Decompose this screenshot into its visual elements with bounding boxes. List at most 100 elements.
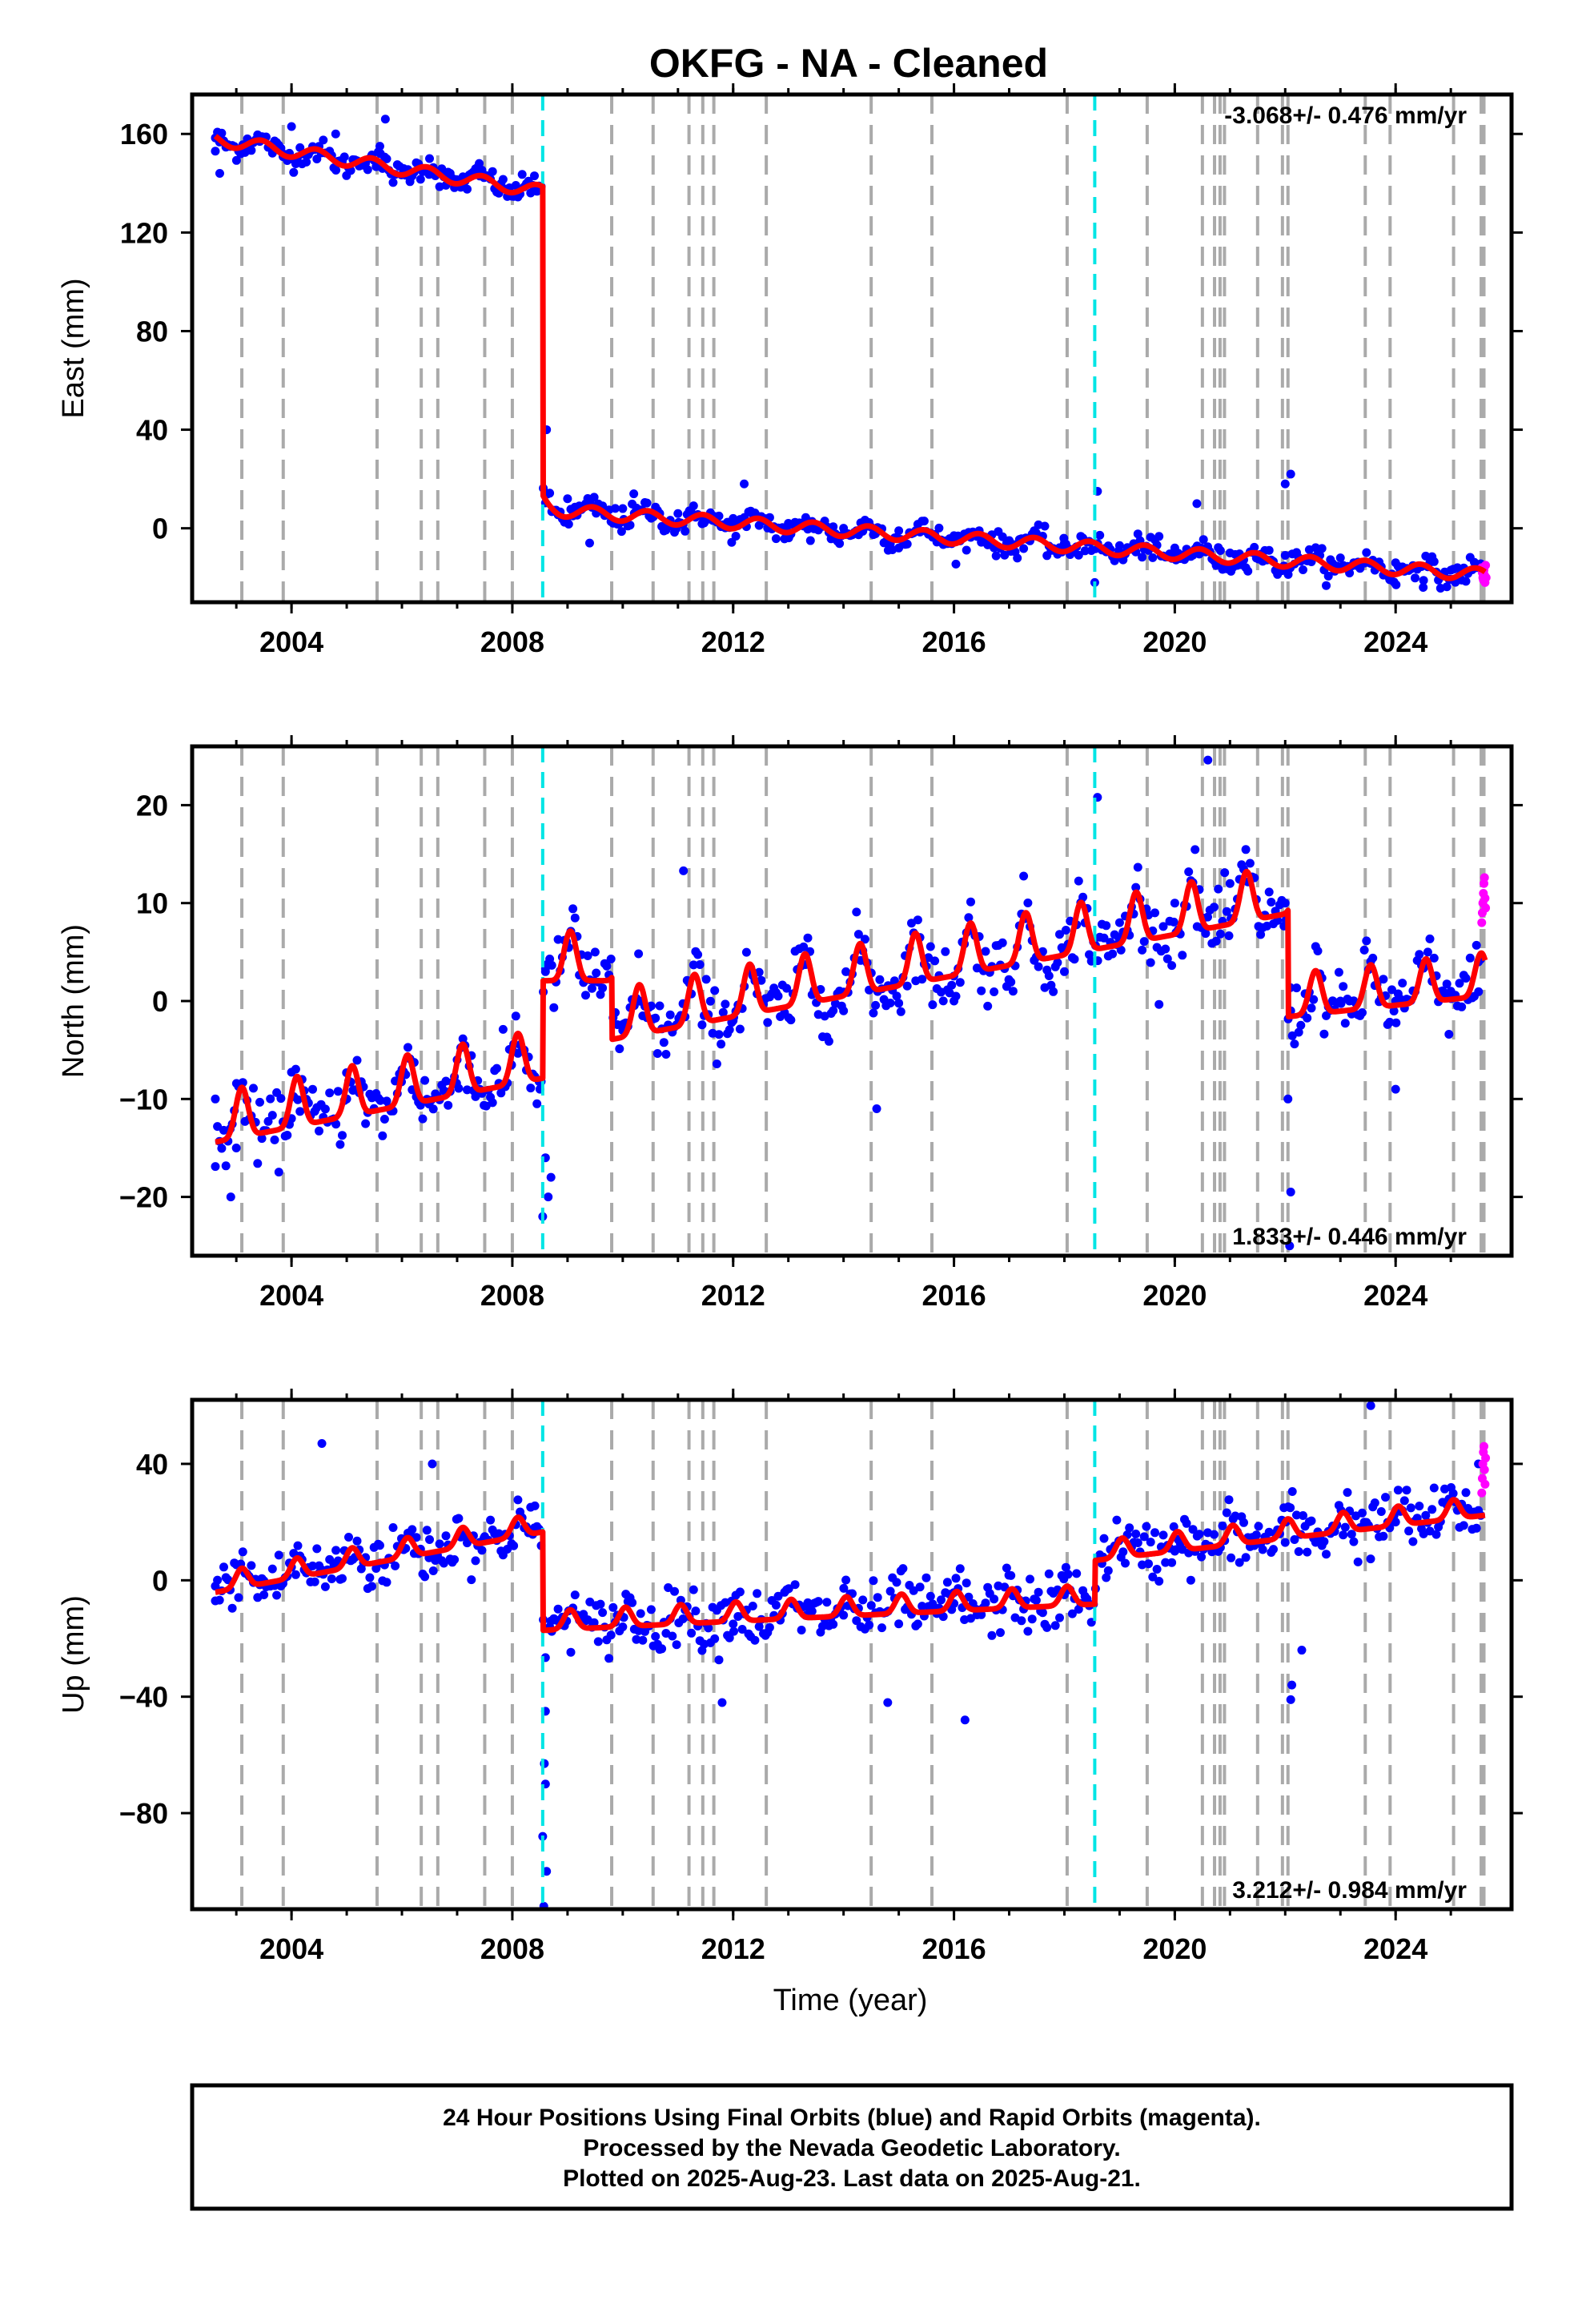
north-data-point (598, 983, 608, 993)
up-data-point (315, 1561, 324, 1570)
north-data-point (1203, 912, 1212, 922)
up-data-point (1148, 1572, 1158, 1582)
north-data-point (1425, 934, 1435, 943)
up-rapid-point (1480, 1441, 1489, 1451)
up-data-point (1251, 1530, 1261, 1540)
north-panel: 2004 2008 2012 2016 2020 2024 20 10 0 −10 −20 North… (57, 735, 1523, 1312)
east-y-tick-label: 40 (136, 414, 168, 447)
up-data-point (885, 1586, 895, 1596)
east-data-point (729, 513, 738, 523)
up-data-point (913, 1619, 922, 1629)
up-data-point (748, 1602, 757, 1610)
north-data-point (1114, 918, 1124, 927)
up-data-point (1322, 1550, 1331, 1559)
east-data-point (902, 539, 912, 549)
east-data-point (894, 526, 904, 536)
north-data-point (331, 1120, 341, 1129)
north-data-point (217, 1144, 227, 1153)
north-data-point (1245, 858, 1255, 868)
east-data-point (1421, 551, 1431, 561)
north-data-point (1161, 944, 1170, 954)
north-data-point (1385, 1017, 1395, 1027)
north-data-point (1019, 871, 1029, 881)
up-data-point (542, 1867, 552, 1876)
north-data-point (488, 1098, 497, 1108)
east-data-point (511, 181, 520, 190)
up-data-point (691, 1606, 701, 1616)
footer-line-2: Processed by the Nevada Geodetic Laborat… (583, 2135, 1120, 2161)
up-data-point (1099, 1534, 1109, 1543)
east-data-point (673, 509, 683, 518)
east-data-point (530, 171, 540, 181)
north-data-point (238, 1078, 247, 1088)
east-data-point (951, 559, 961, 569)
east-data-point (302, 157, 311, 167)
up-data-point (955, 1564, 965, 1574)
footer-line-3: Plotted on 2025-Aug-23. Last data on 202… (563, 2165, 1141, 2192)
east-data-point (331, 166, 341, 175)
up-data-point (1353, 1557, 1363, 1566)
up-data-point (1427, 1505, 1437, 1514)
up-data-point (754, 1622, 764, 1631)
north-data-point (291, 1064, 300, 1074)
north-data-point (1455, 979, 1464, 988)
up-data-point (960, 1715, 970, 1725)
north-data-point (211, 1094, 220, 1104)
north-data-point (1241, 845, 1251, 854)
north-final-orbit-points (211, 755, 1485, 1251)
east-y-tick-label: 0 (152, 513, 168, 545)
up-x-tick-label: 2012 (701, 1932, 765, 1965)
page-title: OKFG - NA - Cleaned (649, 41, 1048, 86)
east-data-point (1005, 536, 1014, 545)
up-data-point (608, 1602, 618, 1612)
east-data-point (589, 493, 599, 502)
up-data-point (388, 1523, 398, 1532)
up-data-point (915, 1582, 925, 1592)
east-y-tick-label: 80 (136, 315, 168, 348)
north-data-point (892, 991, 901, 1001)
east-data-point (1154, 532, 1164, 541)
north-data-point (1415, 950, 1424, 959)
up-data-point (725, 1633, 734, 1642)
north-data-point (721, 999, 730, 1009)
east-data-point (382, 154, 391, 163)
north-data-point (710, 986, 720, 995)
up-data-point (1393, 1486, 1403, 1495)
east-data-point (1323, 571, 1333, 581)
east-data-point (388, 178, 398, 187)
north-data-point (875, 975, 885, 984)
east-data-point (380, 115, 390, 124)
up-data-point (247, 1561, 256, 1570)
north-data-point (860, 935, 869, 944)
up-data-point (1072, 1569, 1082, 1578)
north-data-point (1280, 899, 1290, 908)
up-data-point (807, 1606, 817, 1616)
up-data-point (1461, 1488, 1471, 1498)
up-data-point (1366, 1401, 1375, 1410)
east-data-point (498, 175, 508, 184)
east-data-point (1419, 576, 1428, 585)
north-data-point (926, 942, 935, 951)
north-data-point (983, 1001, 993, 1011)
north-data-point (1146, 958, 1155, 967)
up-rapid-point (1481, 1454, 1491, 1463)
east-data-point (1452, 563, 1462, 573)
north-data-point (1201, 929, 1211, 939)
east-data-point (611, 504, 620, 513)
north-data-point (257, 1134, 267, 1144)
east-y-tick-label: 160 (120, 118, 168, 151)
north-data-point (966, 897, 975, 907)
east-data-point (295, 143, 305, 152)
up-data-point (1290, 1535, 1299, 1544)
east-rapid-point (1481, 573, 1491, 582)
up-data-point (618, 1622, 628, 1631)
north-data-point (211, 1162, 220, 1172)
up-data-point (704, 1623, 713, 1633)
up-data-point (942, 1578, 952, 1587)
north-data-point (930, 956, 940, 966)
up-data-point (1269, 1545, 1278, 1554)
north-data-point (1099, 933, 1109, 943)
up-data-point (1006, 1570, 1016, 1580)
east-data-point (416, 175, 425, 184)
up-data-point (1061, 1562, 1070, 1572)
